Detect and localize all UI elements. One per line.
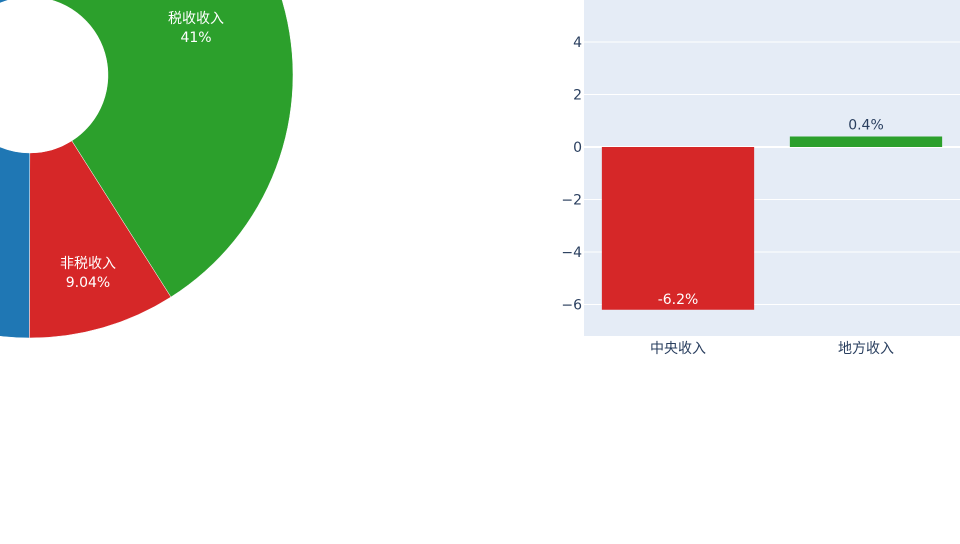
y-tick-label: 4 <box>573 35 582 51</box>
bar <box>601 147 755 310</box>
slice-label: 非税收入 <box>60 256 116 272</box>
donut-slice <box>50 0 294 298</box>
slice-label: 税收收入 <box>168 11 224 27</box>
x-tick-label: 中央收入 <box>650 341 706 357</box>
bar-value-label: -6.2% <box>658 292 699 308</box>
donut-chart: 税收收入 41% 非税收入 9.04% <box>0 0 294 339</box>
slice-percent: 9.04% <box>66 275 110 291</box>
donut-slice <box>29 140 172 339</box>
y-tick-label: 2 <box>573 88 582 104</box>
bar-value-label: 0.4% <box>848 118 884 134</box>
donut-slice <box>0 0 31 339</box>
y-tick-label: −4 <box>561 245 582 261</box>
slice-percent: 41% <box>180 30 211 46</box>
y-tick-label: −2 <box>561 193 582 209</box>
bar-chart: 4 2 0 −2 −4 −6 -6.2% 中央收入 0.4% 地方收入 <box>561 0 960 357</box>
y-tick-label: −6 <box>561 298 582 314</box>
y-tick-label: 0 <box>573 140 582 156</box>
bar <box>789 136 943 147</box>
x-tick-label: 地方收入 <box>838 341 894 357</box>
